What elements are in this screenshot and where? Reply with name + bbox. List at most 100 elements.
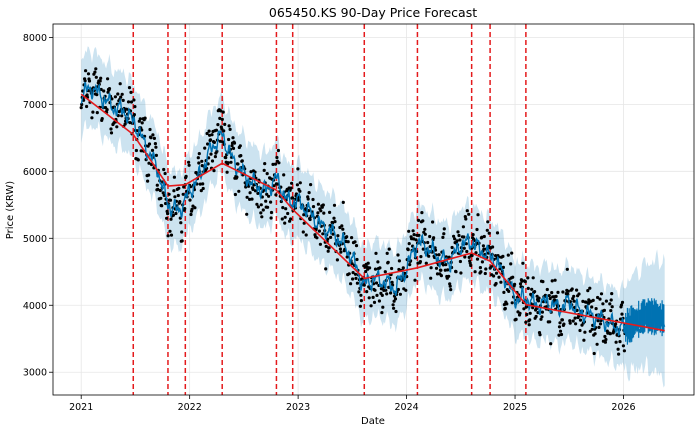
observed-point [295,183,299,187]
observed-point [439,274,443,278]
observed-point [321,232,325,236]
observed-point [578,318,583,322]
observed-point [560,318,565,322]
observed-point [331,232,335,236]
observed-point [591,298,595,302]
observed-point [428,245,432,249]
observed-point [578,328,582,333]
observed-point [482,234,486,239]
observed-point [209,152,213,156]
observed-point [582,338,586,342]
observed-point [178,200,182,204]
observed-point [396,253,400,257]
observed-point [568,321,572,325]
observed-point [283,221,287,225]
observed-point [275,155,279,160]
observed-point [118,82,122,86]
observed-point [396,287,400,292]
observed-point [419,255,423,259]
observed-point [617,352,621,356]
observed-point [387,247,391,251]
observed-point [573,316,577,320]
observed-point [289,217,293,221]
observed-point [421,219,425,223]
observed-point [423,227,427,231]
observed-point [316,211,320,215]
observed-point [338,247,342,251]
observed-point [463,255,467,259]
observed-point [328,210,332,214]
observed-point [308,217,312,222]
observed-point [385,251,389,255]
observed-point [377,299,381,303]
observed-point [577,292,581,296]
observed-point [404,288,408,292]
observed-point [225,170,229,174]
observed-point [164,201,168,206]
observed-point [206,142,210,146]
observed-point [179,221,183,225]
observed-point [220,117,224,121]
observed-point [230,144,234,148]
observed-point [281,206,285,210]
observed-point [304,233,308,237]
observed-point [526,276,530,280]
observed-point [447,274,451,278]
observed-point [355,257,359,262]
observed-point [256,205,260,209]
observed-point [450,245,454,250]
observed-point [90,116,94,120]
observed-point [408,263,412,267]
observed-point [456,230,460,234]
observed-point [618,340,622,344]
observed-point [301,230,305,234]
observed-point [557,325,562,329]
observed-point [362,283,366,287]
observed-point [235,175,239,179]
observed-point [215,149,219,153]
observed-point [231,146,236,150]
observed-point [132,113,136,117]
observed-point [110,97,114,101]
observed-point [514,317,518,321]
y-axis-ticks: 3000 4000 5000 6000 7000 8000 [23,33,53,379]
observed-point [518,311,522,315]
observed-point [598,322,603,326]
observed-point [166,212,170,216]
observed-point [604,299,609,303]
observed-point [432,236,436,240]
observed-point [520,279,524,283]
observed-point [598,297,602,301]
grid-lines [53,24,694,395]
observed-point [374,281,379,285]
observed-point [277,161,281,165]
observed-point [332,203,337,207]
plot-frame [52,23,695,396]
observed-point [248,191,252,195]
observed-point [173,195,177,199]
observed-point [169,217,173,221]
observed-point [359,293,363,297]
observed-point [260,215,264,219]
observed-point [502,303,506,307]
observed-point [99,76,103,80]
observed-point [531,276,535,280]
observed-point [603,340,608,344]
observed-point [345,255,349,259]
observed-point [184,174,188,178]
observed-point [414,238,418,242]
observed-point [447,255,451,259]
observed-point [475,227,479,232]
observed-point [526,286,530,290]
observed-point [353,240,357,244]
chart-title: 065450.KS 90-Day Price Forecast [269,5,477,20]
observed-point [143,116,147,120]
observed-point [511,275,515,279]
observed-point [341,200,345,204]
observed-point [412,233,416,237]
observed-point [394,309,398,314]
observed-point [412,237,416,241]
observed-point [491,245,495,249]
observed-point [572,299,576,303]
observed-point [420,211,424,215]
